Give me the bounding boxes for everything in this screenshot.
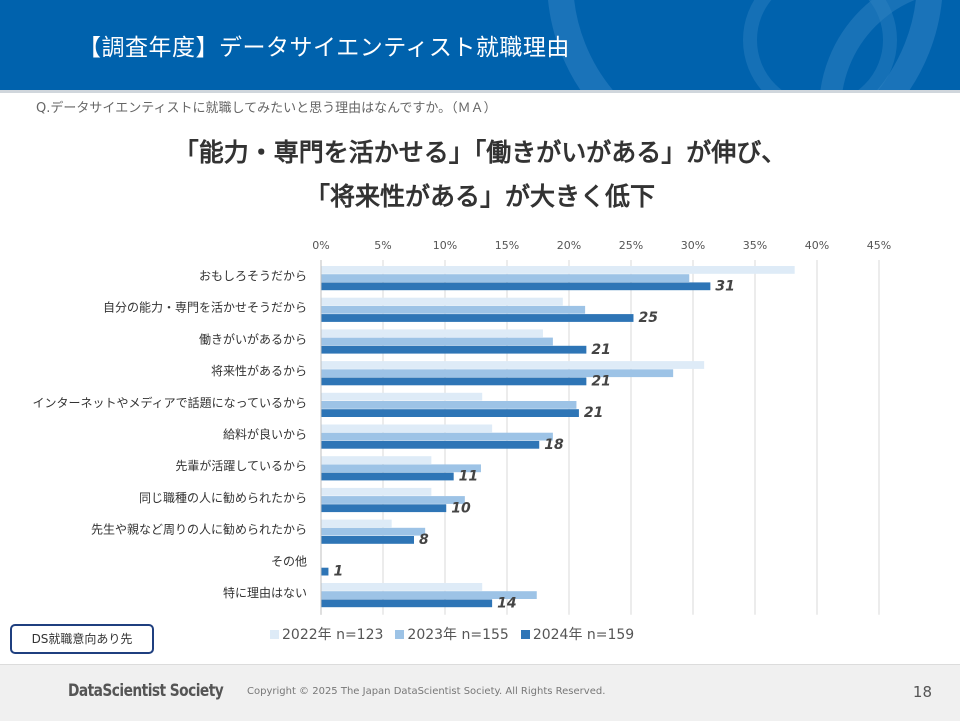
headline-line-2: 「将来性がある」が大きく低下 [304, 182, 655, 211]
legend-swatch [395, 629, 405, 639]
chart-legend: 2022年 n=123 2023年 n=155 2024年 n=159 [270, 624, 634, 644]
survey-question: Q.データサイエンティストに就職してみたいと思う理由はなんですか。（ＭＡ） [36, 101, 497, 116]
data-label: 21 [584, 405, 603, 421]
data-label: 18 [544, 437, 564, 453]
category-label: 先輩が活躍しているから [175, 458, 307, 473]
legend-label: 2024年 n=159 [532, 627, 635, 643]
x-tick-label: 10% [433, 239, 457, 252]
category-label: 将来性があるから [211, 363, 307, 378]
x-tick-label: 15% [495, 239, 519, 252]
page-title: 【調査年度】データサイエンティスト就職理由 [78, 35, 570, 61]
bar [321, 456, 432, 464]
data-label: 11 [459, 469, 478, 485]
category-label: 同じ職種の人に勧められたから [139, 491, 307, 505]
category-label: 自分の能力・専門を活かせそうだから [103, 301, 307, 315]
header-banner: 【調査年度】データサイエンティスト就職理由 [0, 0, 960, 90]
legend-item: 2024年 n=159 [520, 624, 635, 644]
data-label: 10 [451, 500, 471, 516]
bar [321, 345, 587, 354]
bar [321, 377, 587, 386]
category-label: おもしろそうだから [199, 269, 307, 283]
bar [321, 314, 634, 322]
bar [321, 409, 579, 417]
bar [321, 519, 392, 528]
footer-logo: DataScientist Society [68, 681, 224, 701]
category-label: 先生や親など周りの人に勧められたから [91, 523, 307, 537]
x-tick-label: 5% [374, 239, 391, 252]
bar [321, 337, 553, 346]
x-tick-label: 35% [743, 239, 767, 252]
category-label: インターネットやメディアで話題になっているから [32, 395, 307, 410]
bar [321, 504, 447, 513]
bar-chart: 0% 5% 10% 15% 20% 25% 30% 35% 40% 45% おもしろそうだから 31 自… [32, 239, 891, 615]
data-label: 14 [497, 595, 516, 611]
category-label: その他 [271, 554, 307, 568]
bar [321, 496, 465, 504]
legend-swatch [520, 629, 530, 639]
legend-label: 2022年 n=123 [282, 627, 384, 643]
bar [321, 440, 540, 449]
bar [321, 527, 426, 536]
x-tick-label: 20% [557, 239, 581, 252]
data-label: 21 [591, 342, 610, 358]
data-label: 8 [419, 532, 429, 548]
bar [321, 464, 481, 473]
bar [321, 329, 543, 338]
bar [321, 266, 795, 274]
category-label: 働きがいがあるから [199, 331, 307, 346]
page-number: 18 [912, 683, 932, 701]
headline-line-1: 「能力・専門を活かせる」「働きがいがある」が伸び、 [173, 138, 787, 167]
category-label: 特に理由はない [223, 585, 307, 600]
bar [321, 599, 493, 608]
data-label: 1 [333, 564, 343, 580]
x-tick-label: 30% [681, 239, 705, 252]
footer: DataScientist Society Copyright © 2025 T… [0, 664, 960, 721]
category-label: 給料が良いから [223, 427, 307, 442]
bar [321, 567, 329, 576]
x-tick-label: 40% [805, 239, 829, 252]
bar [321, 369, 674, 378]
bar [321, 274, 690, 282]
header-decoration [548, 0, 942, 90]
ds-intent-label: DS就職意向あり先 [10, 624, 154, 654]
bar [321, 305, 586, 314]
bar [321, 432, 553, 441]
bar [321, 297, 563, 306]
data-label: 25 [638, 310, 658, 326]
legend-item: 2023年 n=155 [395, 624, 509, 644]
bar [321, 401, 577, 409]
bar [321, 536, 414, 544]
header-divider [0, 90, 960, 93]
data-label: 21 [591, 374, 610, 390]
data-label: 31 [715, 278, 734, 294]
bar [321, 472, 454, 481]
x-tick-label: 25% [619, 239, 643, 252]
legend-item: 2022年 n=123 [270, 624, 383, 644]
footer-copyright: Copyright © 2025 The Japan DataScientist… [247, 686, 606, 697]
bar [321, 487, 432, 496]
legend-label: 2023年 n=155 [407, 627, 509, 643]
x-tick-label: 0% [312, 239, 329, 252]
bar [321, 583, 483, 591]
bar [321, 282, 711, 291]
bar [321, 361, 705, 369]
bar [321, 424, 493, 433]
bar [321, 591, 537, 599]
legend-swatch [270, 629, 279, 639]
x-tick-label: 45% [867, 239, 891, 252]
bar [321, 392, 483, 401]
